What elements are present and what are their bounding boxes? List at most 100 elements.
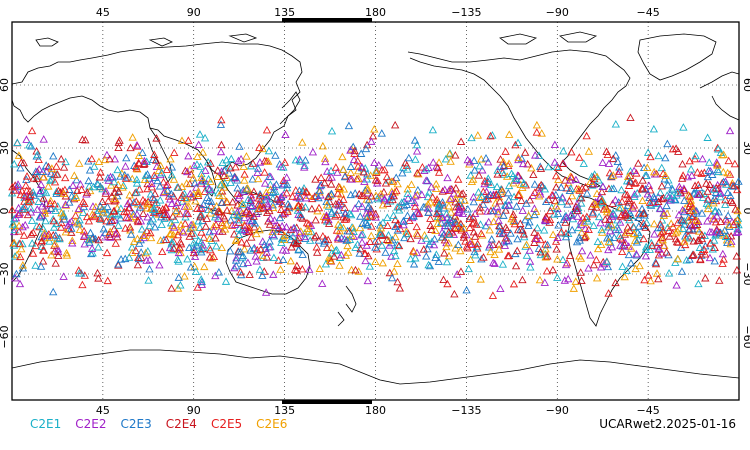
observation-marker — [712, 158, 721, 166]
observation-marker — [411, 191, 420, 200]
observation-marker — [197, 173, 206, 181]
observation-marker — [310, 192, 319, 200]
observation-marker — [450, 289, 459, 298]
observation-marker — [233, 189, 242, 197]
observation-marker — [635, 230, 644, 239]
observation-marker — [693, 190, 703, 199]
observation-marker — [363, 276, 372, 285]
observation-marker — [339, 195, 348, 203]
observation-marker — [691, 151, 700, 160]
observation-marker — [578, 184, 587, 192]
observation-marker — [318, 279, 327, 287]
observation-marker — [466, 171, 475, 179]
observation-marker — [557, 197, 566, 206]
observation-marker — [672, 281, 681, 289]
observation-marker — [544, 162, 553, 171]
observation-marker — [679, 186, 689, 194]
observation-marker — [203, 157, 213, 166]
observation-marker — [18, 204, 27, 213]
observation-marker — [324, 235, 333, 244]
observation-marker — [278, 209, 288, 218]
observation-marker — [584, 264, 593, 272]
observation-marker — [487, 235, 496, 243]
observation-marker — [596, 262, 606, 271]
observation-marker — [518, 159, 528, 168]
left-lat-tick-label: 30 — [0, 141, 11, 155]
observation-marker — [179, 228, 188, 236]
observation-marker — [641, 171, 650, 180]
observation-marker — [182, 194, 191, 203]
observation-marker — [35, 222, 44, 231]
observation-marker — [129, 198, 139, 206]
observation-marker — [36, 180, 46, 188]
observation-marker — [13, 210, 23, 218]
observation-marker — [255, 265, 265, 273]
observation-marker — [518, 206, 527, 214]
observation-marker — [255, 158, 265, 166]
observation-marker — [341, 208, 350, 217]
observation-marker — [413, 190, 422, 199]
observation-marker — [552, 245, 561, 253]
observation-marker — [205, 234, 214, 243]
observation-marker — [228, 221, 237, 229]
observation-marker — [494, 245, 504, 253]
observation-marker — [155, 181, 165, 190]
observation-marker — [577, 276, 586, 284]
observation-marker — [333, 233, 343, 241]
observation-marker — [647, 241, 657, 249]
observation-marker — [710, 256, 719, 265]
observation-marker — [237, 237, 246, 246]
observation-marker — [723, 188, 732, 196]
observation-marker — [548, 265, 558, 274]
observation-marker — [103, 173, 113, 182]
top-lon-tick-label: −135 — [451, 6, 481, 19]
observation-marker — [362, 241, 371, 249]
observation-marker — [590, 174, 599, 182]
observation-marker — [468, 213, 478, 221]
observation-marker — [678, 171, 688, 179]
product-label: UCARwet2.2025-01-16 — [599, 417, 736, 431]
observation-marker — [532, 128, 541, 136]
observation-marker — [245, 216, 254, 225]
observation-marker — [397, 198, 406, 206]
observation-marker — [417, 190, 426, 198]
observation-marker — [124, 213, 133, 222]
observation-marker — [485, 240, 495, 249]
observation-marker — [684, 216, 693, 224]
observation-marker — [405, 216, 414, 225]
observation-marker — [607, 220, 616, 229]
observation-marker — [260, 240, 269, 249]
observation-marker — [47, 175, 57, 183]
observation-marker — [75, 225, 85, 233]
observation-marker — [575, 153, 584, 161]
observation-marker — [692, 220, 702, 228]
observation-marker — [506, 229, 515, 237]
observation-marker — [391, 222, 400, 230]
observation-marker — [182, 179, 191, 187]
observation-marker — [262, 208, 272, 216]
observation-marker — [477, 192, 487, 200]
observation-marker — [201, 166, 210, 174]
observation-marker — [27, 126, 37, 135]
observation-marker — [234, 193, 243, 202]
observation-marker — [146, 233, 156, 242]
observation-marker — [96, 202, 105, 210]
observation-marker — [646, 185, 655, 194]
observation-marker — [87, 244, 97, 252]
observation-marker — [698, 154, 707, 163]
observation-marker — [699, 189, 708, 198]
observation-marker — [150, 205, 159, 213]
observation-marker — [206, 197, 216, 205]
observation-marker — [314, 203, 324, 212]
observation-marker — [245, 270, 254, 278]
observation-marker — [424, 204, 433, 212]
observation-points — [7, 113, 743, 299]
observation-marker — [611, 120, 620, 128]
observation-marker — [282, 188, 291, 197]
observation-marker — [22, 172, 32, 180]
observation-marker — [256, 204, 265, 212]
observation-marker — [195, 130, 205, 138]
observation-marker — [614, 167, 624, 175]
coastline-arctic-islands — [35, 31, 598, 47]
observation-marker — [499, 211, 508, 219]
